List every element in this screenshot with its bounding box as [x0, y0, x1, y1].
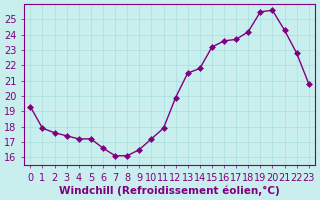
X-axis label: Windchill (Refroidissement éolien,°C): Windchill (Refroidissement éolien,°C) — [59, 185, 280, 196]
